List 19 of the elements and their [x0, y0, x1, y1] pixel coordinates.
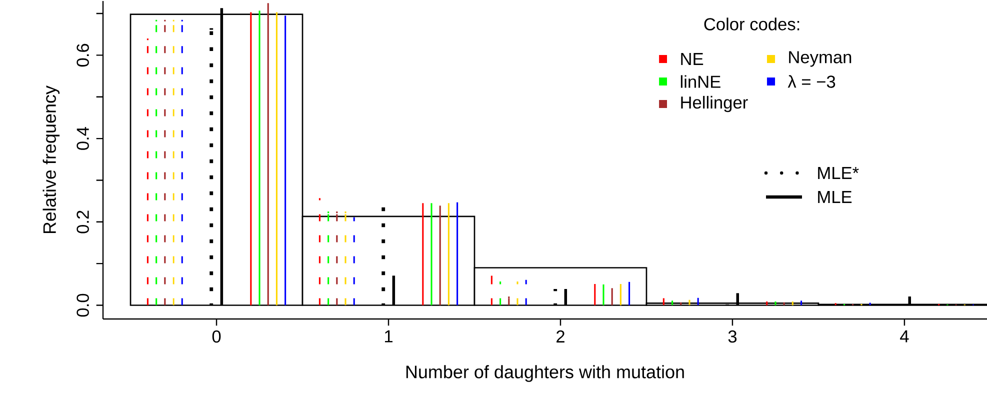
x-tick-label: 3: [728, 330, 737, 343]
y-tick-label: 0.4: [76, 126, 89, 150]
legend-label: MLE: [818, 191, 852, 203]
x-tick-label: 4: [900, 330, 909, 342]
y-axis-title: Relative frequency: [42, 86, 60, 234]
legend-label: NE: [681, 53, 704, 65]
legend-label: MLE*: [818, 167, 859, 179]
y-tick-label: 0.2: [76, 210, 89, 234]
legend-label: Hellinger: [681, 96, 748, 112]
y-tick-label: 0.6: [76, 44, 89, 67]
x-tick-label: 0: [212, 330, 221, 343]
legend-label: linNE: [680, 75, 720, 88]
legend-title: Color codes:: [704, 18, 800, 30]
legend-label: Neyman: [789, 51, 852, 67]
legend-label: λ = −3: [788, 75, 836, 88]
x-axis-title: Number of daughters with mutation: [406, 365, 684, 382]
x-tick-label: 2: [556, 330, 564, 342]
x-tick-label: 1: [385, 330, 392, 342]
y-tick-label: 0.0: [76, 294, 89, 317]
